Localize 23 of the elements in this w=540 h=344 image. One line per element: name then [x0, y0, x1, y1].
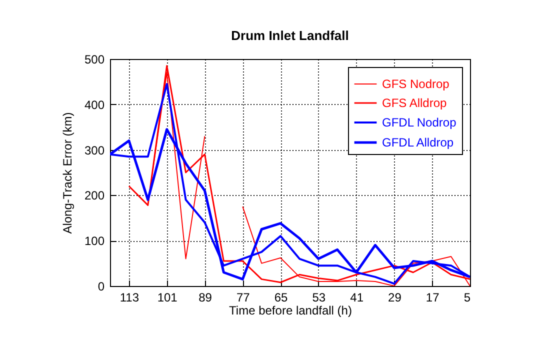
y-tick-label: 400 [84, 98, 105, 112]
x-tick-label: 17 [426, 290, 440, 304]
y-tick-label: 100 [84, 234, 105, 248]
x-tick-label: 53 [312, 290, 326, 304]
legend-label: GFS Nodrop [382, 77, 450, 91]
y-tick-label: 200 [84, 188, 105, 203]
y-tick-label: 500 [84, 52, 105, 66]
x-tick-label: 29 [388, 290, 402, 304]
y-tick-label: 0 [98, 280, 105, 294]
legend-label: GFDL Alldrop [382, 136, 454, 150]
x-tick-label: 77 [236, 290, 250, 304]
x-axis-title: Time before landfall (h) [229, 304, 352, 318]
x-tick-label: 65 [274, 290, 288, 304]
x-tick-label: 89 [198, 290, 212, 304]
x-tick-label: 101 [157, 290, 178, 304]
y-tick-label: 300 [84, 143, 105, 158]
x-tick-label: 5 [464, 290, 471, 304]
legend-label: GFS Alldrop [382, 96, 448, 110]
x-tick-label: 113 [120, 290, 140, 304]
x-tick-label: 41 [350, 290, 364, 304]
y-axis-title: Along-Track Error (km) [60, 112, 74, 234]
chart-title: Drum Inlet Landfall [231, 28, 349, 43]
legend-label: GFDL Nodrop [382, 116, 457, 130]
